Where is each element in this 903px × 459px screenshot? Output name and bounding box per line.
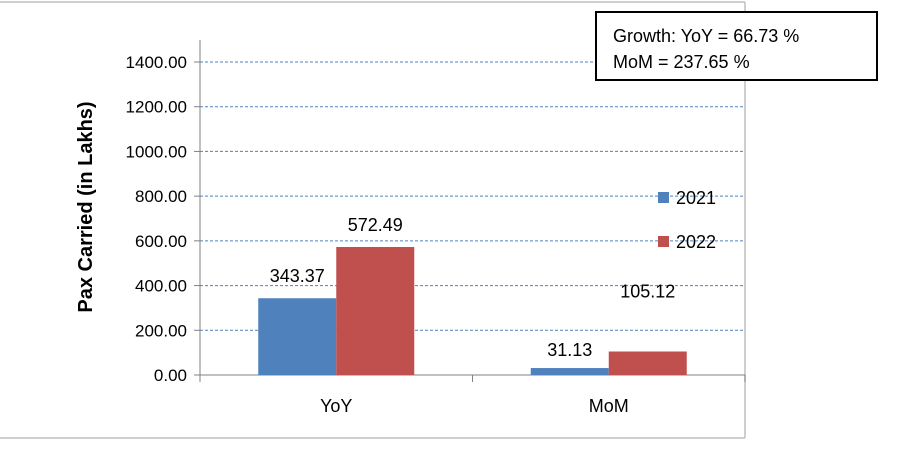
legend: 2021 2022 (658, 188, 716, 252)
legend-label-2022: 2022 (676, 232, 716, 252)
growth-mom-text: MoM = 237.65 % (613, 52, 750, 72)
data-label: 105.12 (620, 281, 675, 301)
legend-swatch-2021 (658, 192, 669, 203)
data-label: 572.49 (348, 215, 403, 235)
y-axis-label: Pax Carried (in Lakhs) (75, 101, 97, 312)
data-label: 343.37 (270, 266, 325, 286)
legend-swatch-2022 (658, 236, 669, 247)
bar-2022-YoY (336, 247, 415, 375)
y-tick-label: 0.00 (154, 366, 187, 385)
y-tick-label: 1200.00 (126, 98, 187, 117)
bar-2021-MoM (530, 368, 609, 375)
y-tick-label: 400.00 (135, 277, 187, 296)
growth-annotation-box: Growth: YoY = 66.73 % MoM = 237.65 % (595, 11, 878, 81)
bars (258, 247, 687, 375)
y-tick-label: 200.00 (135, 321, 187, 340)
y-tick-label: 1400.00 (126, 53, 187, 72)
y-tick-label: 600.00 (135, 232, 187, 251)
growth-yoy-text: Growth: YoY = 66.73 % (613, 26, 800, 46)
x-tick-label: YoY (320, 396, 352, 416)
y-tick-label: 1000.00 (126, 142, 187, 161)
data-label: 31.13 (547, 340, 592, 360)
data-labels: 343.37 572.49 31.13 105.12 (270, 215, 676, 360)
x-tick-label: MoM (589, 396, 629, 416)
bar-2022-MoM (608, 351, 687, 375)
bar-2021-YoY (258, 298, 337, 375)
y-tick-label: 800.00 (135, 187, 187, 206)
legend-label-2021: 2021 (676, 188, 716, 208)
